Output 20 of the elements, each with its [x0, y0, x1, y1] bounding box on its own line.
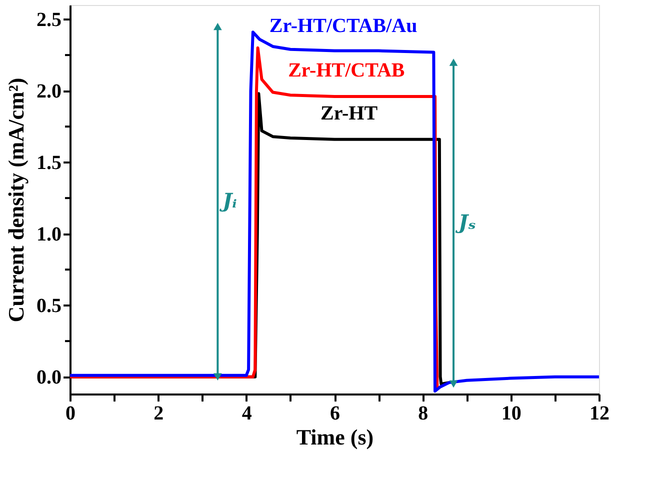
y-axis-title: Current density (mA/cm²)	[4, 78, 28, 322]
x-tick-label: 12	[590, 402, 610, 424]
y-tick-label: 2.0	[36, 80, 62, 102]
x-tick-label: 8	[418, 402, 428, 424]
x-tick-label: 4	[242, 402, 252, 424]
x-tick-label: 6	[330, 402, 340, 424]
y-tick-label: 0.5	[36, 294, 62, 317]
x-tick-label: 10	[501, 402, 522, 424]
x-axis-title: Time (s)	[296, 424, 374, 450]
annotation: Jᵢ	[218, 188, 238, 213]
y-tick-label: 1.5	[36, 152, 62, 174]
x-tick-label: 2	[154, 402, 164, 424]
y-tick-label: 0.0	[36, 366, 62, 388]
annotation: Jₛ	[454, 210, 476, 234]
series-label: Zr-HT/CTAB	[288, 60, 405, 82]
y-tick-label: 2.5	[36, 8, 62, 31]
y-tick-label: 1.0	[36, 223, 62, 246]
series-label: Zr-HT/CTAB/Au	[269, 15, 418, 38]
x-tick-label: 0	[66, 402, 76, 424]
series-label: Zr-HT	[320, 102, 378, 124]
